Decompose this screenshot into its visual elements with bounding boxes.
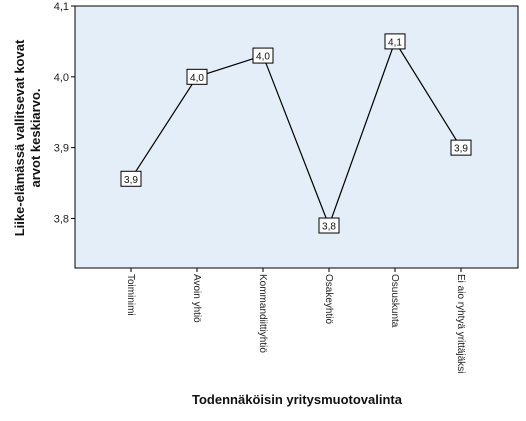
x-axis-ticks: Toiminimi Avoin yhtiö Kommandiittiyhtiö Osa… xyxy=(125,268,466,373)
data-label: 3,9 xyxy=(454,144,468,155)
data-point-marker xyxy=(384,33,406,50)
x-tick-label: Ei aio ryhtyä yrittäjäksi xyxy=(455,274,466,373)
x-tick-label: Kommandiittiyhtiö xyxy=(257,274,268,353)
series-line xyxy=(130,40,462,228)
data-label: 3,9 xyxy=(124,175,138,186)
x-axis-title: Todennäköisin yritysmuotovalinta xyxy=(192,392,403,407)
data-point-marker xyxy=(120,170,142,187)
x-tick-label: Osuuskunta xyxy=(389,274,400,328)
x-tick-label: Avoin yhtiö xyxy=(191,274,202,323)
data-point-marker xyxy=(450,139,472,156)
data-label: 4,0 xyxy=(256,52,270,63)
y-axis-ticks: 3,8 3,9 4,0 4,1 xyxy=(54,1,75,225)
data-point-marker xyxy=(186,68,208,85)
x-tick-label: Toiminimi xyxy=(125,274,136,316)
y-tick-label: 4,0 xyxy=(54,72,69,84)
data-point-marker xyxy=(252,47,274,64)
y-tick-label: 4,1 xyxy=(54,1,69,13)
data-label: 4,0 xyxy=(190,73,204,84)
y-axis-title-line-1: Liike-elämässä vallitsevat kovat xyxy=(12,39,27,236)
y-axis-title-line-2: arvot keskiarvo. xyxy=(28,88,43,187)
y-tick-label: 3,9 xyxy=(54,143,69,155)
data-label: 3,8 xyxy=(322,222,336,233)
data-point-marker xyxy=(318,217,340,234)
y-tick-label: 3,8 xyxy=(54,213,69,225)
data-label: 4,1 xyxy=(388,37,402,48)
y-axis-title: Liike-elämässä vallitsevat kovat arvot k… xyxy=(12,39,43,236)
data-labels: 3,9 4,0 4,0 3,8 4,1 3,9 xyxy=(120,33,472,234)
plot-area xyxy=(74,5,519,269)
x-tick-label: Osakeyhtiö xyxy=(323,274,334,324)
